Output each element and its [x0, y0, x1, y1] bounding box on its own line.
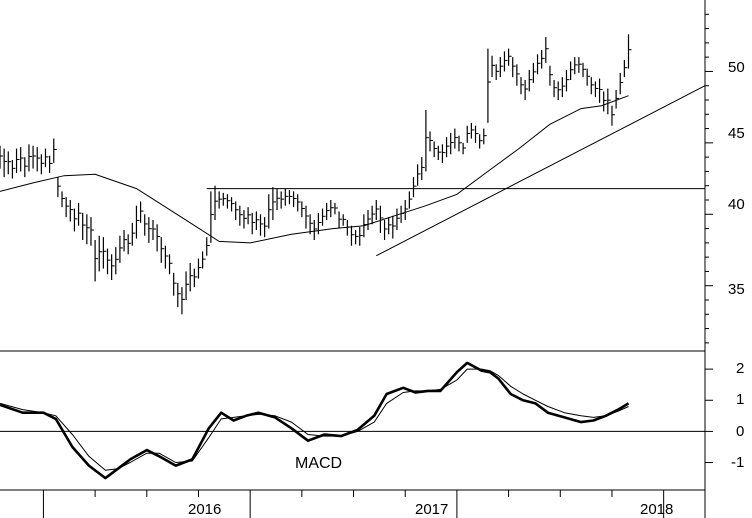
macd-tick-minus1: -1 [731, 454, 744, 471]
year-label-2018: 2018 [640, 501, 673, 518]
price-tick-35: 35 [728, 281, 745, 298]
macd-tick-1: 1 [736, 391, 744, 408]
trend-line [376, 85, 706, 257]
price-panel [0, 34, 706, 315]
year-label-2017: 2017 [415, 501, 448, 518]
moving-average-line [0, 95, 629, 244]
macd-tick-0: 0 [736, 423, 744, 440]
price-tick-40: 40 [728, 196, 745, 213]
macd-tick-2: 2 [736, 360, 744, 377]
macd-panel [0, 361, 705, 480]
macd-title: MACD [295, 455, 342, 472]
signal-line [0, 368, 629, 471]
year-label-2016: 2016 [188, 501, 221, 518]
price-tick-45: 45 [728, 125, 745, 142]
price-tick-50: 50 [728, 59, 745, 76]
